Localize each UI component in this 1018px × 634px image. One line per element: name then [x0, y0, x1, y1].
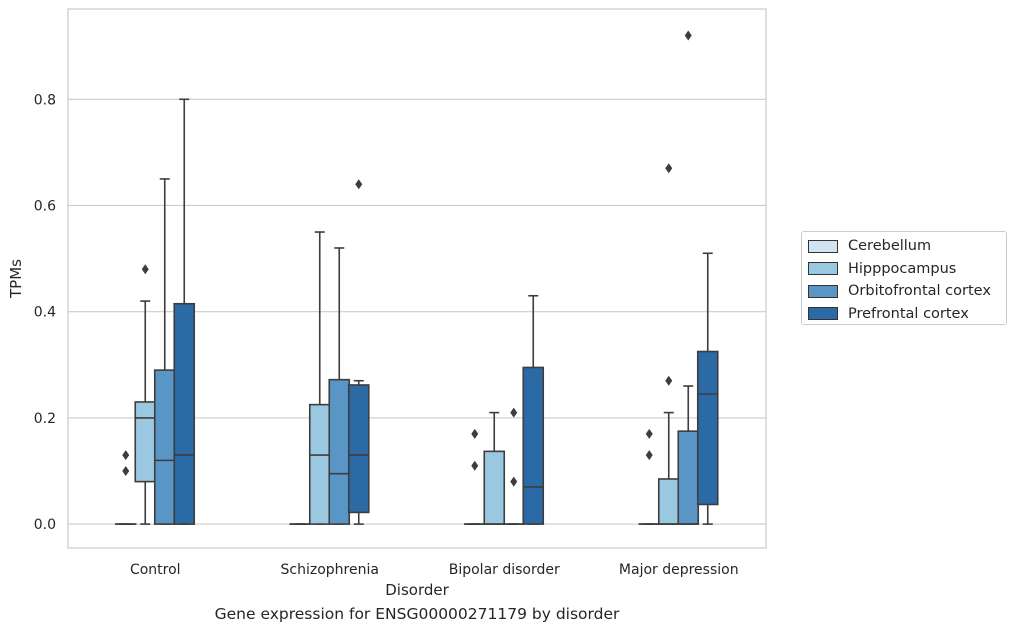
legend-label: Cerebellum	[848, 238, 932, 255]
box-iqr	[483, 450, 506, 525]
outlier-point	[510, 476, 518, 487]
outlier-point	[665, 163, 673, 174]
box-hipppocampus	[134, 264, 157, 525]
box-iqr	[134, 401, 157, 483]
legend: Cerebellum Hipppocampus Orbitofrontal cort…	[801, 231, 1007, 325]
outlier-point	[355, 179, 363, 190]
y-axis-label: TPMs	[7, 259, 25, 299]
box-orbitofrontal-cortex	[502, 407, 525, 525]
box-hipppocampus	[657, 163, 680, 525]
outlier-point	[645, 450, 653, 461]
y-tick-label: 0.2	[34, 411, 56, 427]
box-hipppocampus	[308, 231, 331, 525]
x-axis-label: Disorder	[385, 581, 449, 599]
box-orbitofrontal-cortex	[153, 178, 176, 525]
legend-label: Hipppocampus	[848, 260, 957, 277]
outlier-point	[122, 450, 130, 461]
legend-item: Cerebellum	[808, 235, 1006, 258]
y-tick-labels: 0.0 0.2 0.4 0.6 0.8	[34, 92, 56, 533]
outlier-point	[684, 30, 692, 41]
box-iqr	[677, 430, 700, 525]
figure-caption: Gene expression for ENSG00000271179 by d…	[214, 605, 620, 623]
box-iqr	[173, 302, 196, 525]
boxes-layer	[114, 30, 719, 525]
outlier-point	[510, 407, 518, 418]
legend-swatch	[808, 307, 838, 321]
box-iqr	[328, 378, 351, 525]
legend-item: Orbitofrontal cortex	[808, 280, 1006, 303]
box-prefrontal-cortex	[173, 98, 196, 525]
legend-swatch	[808, 262, 838, 276]
y-tick-label: 0.0	[34, 517, 56, 533]
y-tick-label: 0.8	[34, 92, 56, 108]
x-tick-label: Major depression	[619, 562, 739, 578]
y-tick-label: 0.4	[34, 305, 56, 321]
y-tick-label: 0.6	[34, 198, 56, 214]
legend-swatch	[808, 284, 838, 298]
outlier-point	[122, 466, 130, 476]
box-prefrontal-cortex	[347, 179, 370, 525]
legend-item: Prefrontal cortex	[808, 303, 1006, 326]
box-iqr	[153, 369, 176, 525]
outlier-point	[645, 428, 653, 439]
box-iqr	[308, 403, 331, 525]
outlier-point	[665, 375, 673, 386]
box-orbitofrontal-cortex	[328, 247, 351, 525]
legend-label: Prefrontal cortex	[848, 305, 969, 322]
outlier-point	[141, 264, 149, 275]
x-tick-label: Bipolar disorder	[449, 562, 560, 578]
plot-frame	[67, 8, 767, 549]
box-iqr	[522, 366, 545, 525]
legend-swatch	[808, 239, 838, 253]
x-tick-labels: Control Schizophrenia Bipolar disorder Majo…	[130, 562, 739, 578]
outlier-point	[471, 460, 479, 471]
box-iqr	[347, 384, 370, 514]
box-orbitofrontal-cortex	[677, 30, 700, 525]
box-hipppocampus	[483, 411, 506, 525]
box-iqr	[657, 478, 680, 525]
x-tick-label: Control	[130, 562, 181, 578]
legend-label: Orbitofrontal cortex	[848, 283, 991, 300]
box-cerebellum	[638, 428, 661, 525]
box-iqr	[696, 350, 719, 506]
x-tick-label: Schizophrenia	[281, 562, 379, 578]
box-prefrontal-cortex	[696, 252, 719, 525]
legend-item: Hipppocampus	[808, 258, 1006, 281]
outlier-point	[471, 428, 479, 439]
box-cerebellum	[114, 450, 137, 525]
box-cerebellum	[463, 428, 486, 525]
box-prefrontal-cortex	[522, 294, 545, 525]
